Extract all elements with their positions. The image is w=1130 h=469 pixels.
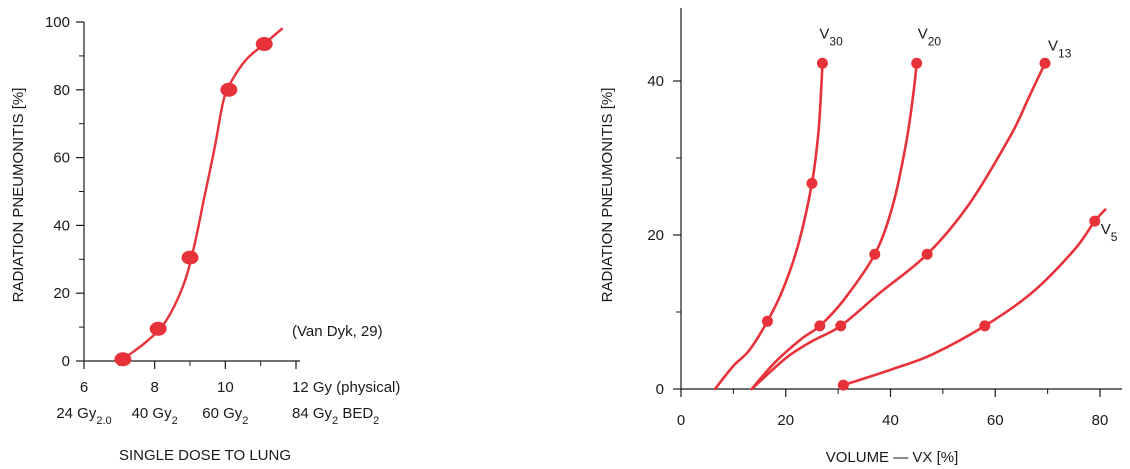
series-label-subscript: 30 [829,34,843,48]
data-point [911,57,923,69]
x-tick-label-secondary: 24 Gy2.0 [56,405,111,427]
series-label-base: V [1101,221,1111,238]
x-tick-label: 20 [777,412,794,429]
data-point [114,352,132,367]
series-label: V20 [918,25,942,48]
data-point [837,379,849,391]
chart2-y-axis-label: RADIATION PNEUMONITIS [%] [599,88,616,303]
y-tick-label: 20 [647,227,664,244]
data-point [806,177,818,189]
x-tick-label: 80 [1092,412,1109,429]
series-line [713,62,824,391]
data-point [814,320,826,332]
tick-label-subscript: 2 [242,415,248,427]
tick-label-main: 40 Gy [132,405,173,422]
y-tick-label: 80 [53,82,70,99]
data-point [255,37,273,52]
y-tick-label: 20 [53,285,70,302]
chart1-annotation: (Van Dyk, 29) [292,323,383,340]
series-label-subscript: 13 [1058,46,1072,60]
tick-label-subscript: 2 [332,415,338,427]
chart1-y-ticks: 0 20 40 60 80 100 [45,14,84,370]
y-tick-label: 40 [53,217,70,234]
tick-label-extra: BED [338,405,373,422]
data-point [1039,57,1051,69]
data-point [181,250,199,265]
tick-label-subscript: 2 [172,415,178,427]
series-label-subscript: 5 [1111,230,1118,244]
data-point [921,248,933,260]
data-point [979,320,991,332]
x-tick-label-secondary: 60 Gy2 [202,405,248,427]
x-tick-label-primary: 10 [217,379,234,396]
x-tick-label-primary: 12 Gy (physical) [292,379,400,396]
chart2-y-ticks: 0 20 40 [647,73,681,398]
chart1-x-axis-label: SINGLE DOSE TO LUNG [119,447,291,464]
chart1-series [114,27,284,367]
chart1-y-axis-label: RADIATION PNEUMONITIS [%] [10,88,27,303]
y-tick-label: 60 [53,150,70,167]
y-tick-label: 0 [656,381,664,398]
series-line [750,62,1047,391]
series-line [750,62,918,391]
x-tick-label-secondary: 84 Gy2 BED2 [292,405,379,427]
x-tick-label: 40 [882,412,899,429]
data-point [761,315,773,327]
tick-label-main: 24 Gy [56,405,97,422]
series-label-base: V [819,25,829,42]
tick-label-extra-subscript: 2 [373,415,379,427]
x-tick-label-primary: 8 [150,379,158,396]
series-line [118,27,284,363]
data-point [1089,215,1101,227]
chart2-x-ticks: 0 20 40 60 80 [677,389,1109,429]
chart2-x-axis-label: VOLUME — VX [%] [826,449,959,466]
series-label: V13 [1048,37,1072,60]
series-label-subscript: 20 [928,34,942,48]
tick-label-main: 60 Gy [202,405,243,422]
data-point [220,82,238,97]
data-point [149,321,167,336]
y-tick-label: 40 [647,73,664,90]
x-tick-label: 60 [987,412,1004,429]
data-point [816,57,828,69]
series-label: V30 [819,25,843,48]
x-tick-label: 0 [677,412,685,429]
tick-label-main: 84 Gy [292,405,333,422]
series-label-base: V [918,25,928,42]
y-tick-label: 0 [62,353,70,370]
tick-label-subscript: 2.0 [96,415,111,427]
series-label: V5 [1101,221,1118,244]
y-tick-label: 100 [45,14,70,31]
data-point [835,320,847,332]
x-tick-label-secondary: 40 Gy2 [132,405,178,427]
x-tick-label-primary: 6 [80,379,88,396]
series-label-base: V [1048,37,1058,54]
data-point [869,248,881,260]
